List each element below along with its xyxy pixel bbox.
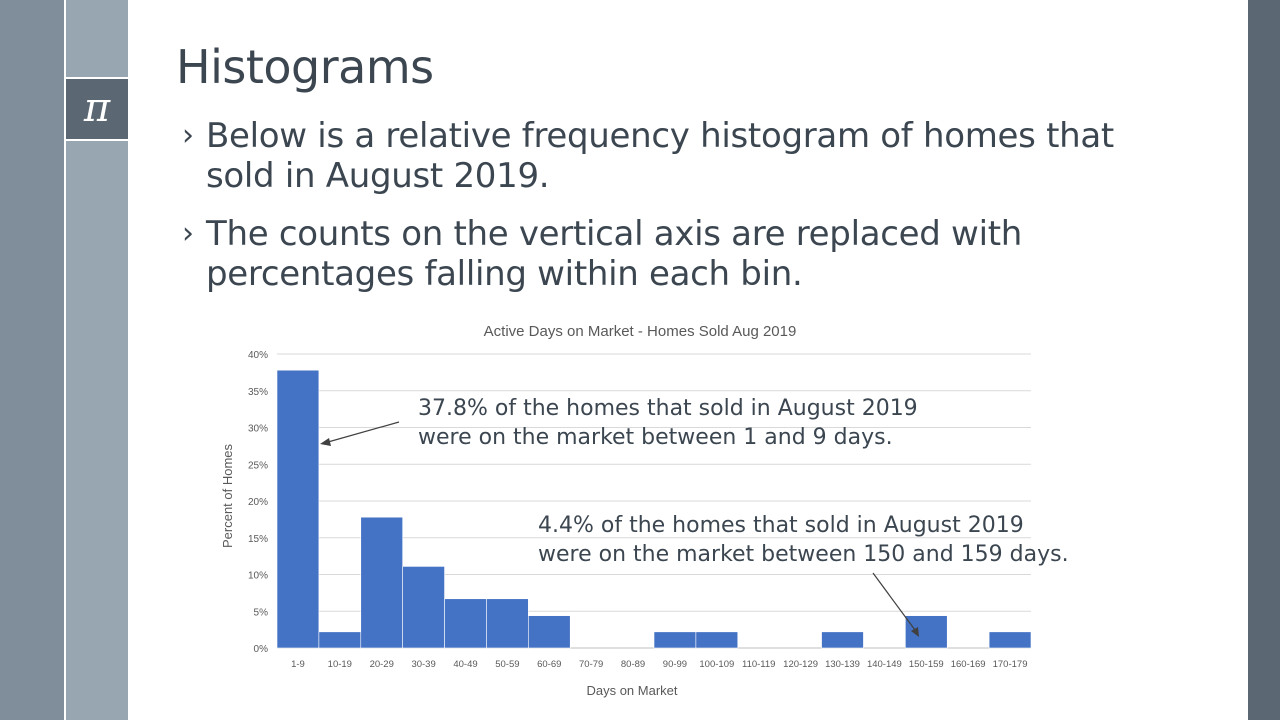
bullet-2-line-2: percentages falling within each bin. [206, 254, 803, 294]
x-tick-label: 120-129 [783, 659, 818, 670]
slide-title: Histograms [176, 40, 434, 94]
x-tick-label: 100-109 [699, 659, 734, 670]
bar-100-109 [695, 631, 739, 649]
bars [276, 369, 1032, 649]
y-tick-label: 35% [248, 387, 268, 398]
bar-40-49 [444, 598, 487, 649]
left-decor-separator [64, 0, 66, 720]
x-tick-label: 30-39 [411, 659, 435, 670]
bullet-2-line-1: The counts on the vertical axis are repl… [206, 214, 1022, 254]
bullet-marker-2: › [182, 216, 194, 251]
x-tick-label: 50-59 [495, 659, 519, 670]
x-tick-label: 80-89 [621, 659, 645, 670]
x-tick-labels: 1-9 10-19 20-29 30-39 40-49 50-59 60-69 70-79 80… [291, 659, 1027, 670]
y-tick-labels: 0% 5% 10% 15% 20% 25% 30% 35% 40% [248, 350, 268, 655]
y-tick-label: 10% [248, 571, 268, 582]
y-tick-label: 5% [254, 607, 269, 618]
y-tick-label: 25% [248, 460, 268, 471]
bar-30-39 [402, 566, 445, 649]
x-tick-label: 20-29 [370, 659, 394, 670]
bullet-1-line-1: Below is a relative frequency histogram … [206, 116, 1114, 156]
x-tick-label: 70-79 [579, 659, 603, 670]
x-axis-label: Days on Market [586, 683, 677, 698]
x-tick-label: 1-9 [291, 659, 305, 670]
bar-60-69 [528, 615, 571, 649]
bar-20-29 [360, 516, 403, 649]
annotation-2-line-2: were on the market between 150 and 159 d… [538, 542, 1069, 567]
y-tick-label: 40% [248, 350, 268, 361]
bar-150-159 [905, 615, 948, 649]
y-axis-label: Percent of Homes [220, 443, 235, 548]
x-tick-label: 110-119 [742, 659, 775, 670]
annotation-2-line-1: 4.4% of the homes that sold in August 20… [538, 513, 1024, 538]
bullet-1-line-2: sold in August 2019. [206, 156, 550, 196]
x-tick-label: 140-149 [867, 659, 902, 670]
right-decor-band [1248, 0, 1280, 720]
left-decor-band [0, 0, 64, 720]
y-tick-label: 20% [248, 497, 268, 508]
bar-90-99 [653, 631, 697, 649]
pi-icon: π [66, 77, 128, 141]
x-tick-label: 160-169 [951, 659, 986, 670]
x-tick-label: 60-69 [537, 659, 561, 670]
annotation-arrow-2 [872, 572, 919, 637]
x-tick-label: 40-49 [453, 659, 477, 670]
annotation-1-line-2: were on the market between 1 and 9 days. [418, 425, 893, 450]
y-tick-label: 15% [248, 534, 268, 545]
chart-title: Active Days on Market - Homes Sold Aug 2… [484, 323, 797, 340]
bullet-2: › The counts on the vertical axis are re… [182, 214, 1162, 294]
bar-10-19 [318, 631, 362, 649]
bullet-marker-1: › [182, 118, 194, 153]
annotation-arrow-1 [320, 421, 400, 446]
bullet-1: › Below is a relative frequency histogra… [182, 116, 1162, 196]
bar-50-59 [486, 598, 529, 649]
y-tick-label: 30% [248, 424, 268, 435]
bar-170-179 [988, 631, 1032, 649]
x-tick-label: 10-19 [328, 659, 352, 670]
bar-130-139 [821, 631, 864, 649]
annotation-1-line-1: 37.8% of the homes that sold in August 2… [418, 396, 918, 421]
y-tick-label: 0% [254, 644, 269, 655]
bar-1-9 [276, 369, 320, 649]
x-tick-label: 150-159 [909, 659, 944, 670]
x-tick-label: 170-179 [993, 659, 1028, 670]
x-tick-label: 130-139 [825, 659, 860, 670]
x-tick-label: 90-99 [663, 659, 687, 670]
